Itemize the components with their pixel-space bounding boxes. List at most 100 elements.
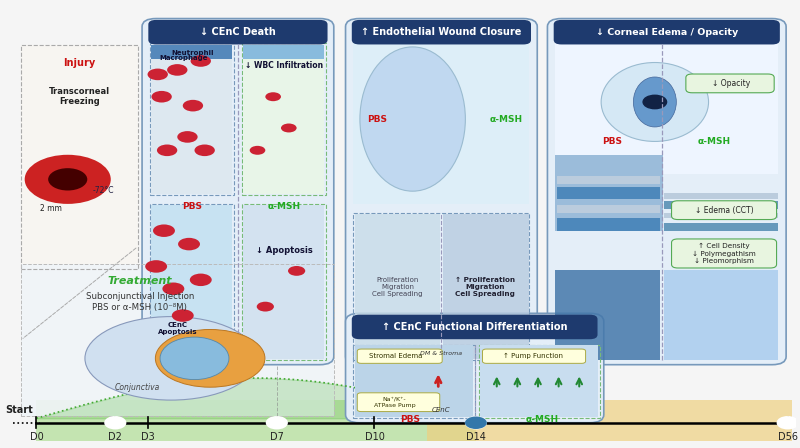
Text: ↑ Pump Function: ↑ Pump Function bbox=[503, 353, 563, 359]
Text: Treatment: Treatment bbox=[107, 276, 172, 286]
Bar bbox=[478, 345, 600, 418]
Bar bbox=[150, 43, 234, 195]
Bar bbox=[663, 270, 778, 360]
Text: PBS: PBS bbox=[367, 115, 387, 124]
Bar bbox=[242, 204, 326, 360]
Bar bbox=[355, 214, 440, 359]
Text: Injury: Injury bbox=[63, 58, 95, 68]
Bar bbox=[555, 270, 661, 360]
FancyBboxPatch shape bbox=[142, 18, 334, 365]
Bar bbox=[480, 345, 598, 418]
Circle shape bbox=[48, 168, 87, 190]
Circle shape bbox=[194, 145, 215, 156]
Text: α-MSH: α-MSH bbox=[490, 115, 522, 124]
Circle shape bbox=[466, 417, 486, 429]
Bar bbox=[21, 45, 138, 269]
Circle shape bbox=[182, 100, 203, 112]
Text: Transcorneal
Freezing: Transcorneal Freezing bbox=[49, 87, 110, 107]
FancyBboxPatch shape bbox=[346, 313, 604, 423]
Circle shape bbox=[162, 283, 184, 295]
Text: ↓ Corneal Edema / Opacity: ↓ Corneal Edema / Opacity bbox=[596, 28, 738, 37]
Text: ↓ Apoptosis: ↓ Apoptosis bbox=[255, 246, 312, 255]
Text: Subconjunctival Injection
PBS or α-MSH (10⁻⁸M): Subconjunctival Injection PBS or α-MSH (… bbox=[86, 293, 194, 312]
Circle shape bbox=[25, 155, 110, 204]
Bar bbox=[354, 34, 530, 204]
Text: D14: D14 bbox=[466, 432, 486, 442]
Circle shape bbox=[288, 266, 306, 276]
Bar bbox=[243, 45, 325, 59]
Circle shape bbox=[153, 224, 175, 237]
Bar bbox=[354, 213, 530, 360]
Text: D56: D56 bbox=[778, 432, 798, 442]
Bar bbox=[243, 205, 325, 359]
FancyBboxPatch shape bbox=[686, 74, 774, 93]
Circle shape bbox=[167, 64, 187, 76]
FancyBboxPatch shape bbox=[352, 314, 598, 339]
Bar bbox=[150, 204, 234, 360]
Text: ↓ Polymegathism: ↓ Polymegathism bbox=[692, 250, 756, 257]
Text: α-MSH: α-MSH bbox=[267, 202, 301, 211]
Text: α-MSH: α-MSH bbox=[698, 137, 731, 146]
Bar bbox=[242, 43, 326, 195]
Text: D2: D2 bbox=[108, 432, 122, 442]
Bar bbox=[151, 45, 233, 59]
Bar bbox=[21, 45, 138, 269]
Text: PBS: PBS bbox=[182, 202, 202, 211]
Circle shape bbox=[643, 95, 666, 109]
Bar bbox=[354, 345, 474, 418]
Ellipse shape bbox=[634, 77, 676, 127]
Circle shape bbox=[778, 417, 798, 429]
Bar bbox=[663, 193, 778, 198]
Text: ↓ Pleomorphism: ↓ Pleomorphism bbox=[694, 258, 754, 264]
Bar bbox=[663, 213, 778, 218]
FancyBboxPatch shape bbox=[358, 393, 440, 412]
Circle shape bbox=[105, 417, 126, 429]
FancyBboxPatch shape bbox=[671, 239, 777, 268]
Text: D10: D10 bbox=[365, 432, 385, 442]
Bar bbox=[443, 214, 530, 359]
Circle shape bbox=[190, 55, 211, 67]
Text: CEnC
Apoptosis: CEnC Apoptosis bbox=[158, 323, 197, 336]
Text: Neutrophil: Neutrophil bbox=[172, 49, 214, 56]
Bar bbox=[243, 59, 325, 194]
FancyBboxPatch shape bbox=[671, 201, 777, 220]
Text: ↑ Endothelial Wound Closure: ↑ Endothelial Wound Closure bbox=[362, 27, 522, 37]
Bar bbox=[37, 401, 476, 440]
Text: 2 mm: 2 mm bbox=[40, 204, 62, 213]
Ellipse shape bbox=[360, 47, 466, 191]
Circle shape bbox=[250, 146, 266, 155]
Circle shape bbox=[465, 417, 487, 429]
Circle shape bbox=[157, 145, 178, 156]
Text: Macrophage: Macrophage bbox=[159, 55, 208, 61]
FancyBboxPatch shape bbox=[358, 349, 442, 363]
Text: ↓ WBC Infiltration: ↓ WBC Infiltration bbox=[245, 61, 323, 70]
Bar bbox=[21, 264, 334, 416]
Text: Conjunctiva: Conjunctiva bbox=[114, 383, 160, 392]
Circle shape bbox=[266, 92, 281, 101]
Bar bbox=[21, 264, 334, 416]
FancyBboxPatch shape bbox=[482, 349, 586, 363]
FancyBboxPatch shape bbox=[346, 18, 538, 365]
Text: Stromal Edema: Stromal Edema bbox=[369, 353, 422, 359]
Text: D7: D7 bbox=[270, 432, 284, 442]
Circle shape bbox=[190, 274, 212, 286]
Ellipse shape bbox=[160, 337, 229, 379]
Ellipse shape bbox=[601, 63, 709, 142]
Text: ↓ Opacity: ↓ Opacity bbox=[712, 79, 750, 88]
Bar bbox=[663, 223, 778, 231]
Bar bbox=[663, 201, 778, 209]
Text: -72°C: -72°C bbox=[92, 186, 114, 195]
FancyBboxPatch shape bbox=[554, 20, 780, 44]
Bar bbox=[557, 187, 661, 199]
Ellipse shape bbox=[155, 329, 265, 387]
Text: ↓ CEnC Death: ↓ CEnC Death bbox=[200, 27, 276, 37]
Bar bbox=[427, 401, 791, 440]
Text: PBS: PBS bbox=[602, 137, 622, 146]
Text: α-MSH: α-MSH bbox=[526, 415, 558, 424]
Bar bbox=[151, 205, 233, 359]
Text: D0: D0 bbox=[30, 432, 43, 442]
Bar bbox=[151, 59, 233, 194]
Bar bbox=[555, 43, 778, 174]
FancyBboxPatch shape bbox=[547, 18, 786, 365]
Circle shape bbox=[151, 91, 172, 103]
